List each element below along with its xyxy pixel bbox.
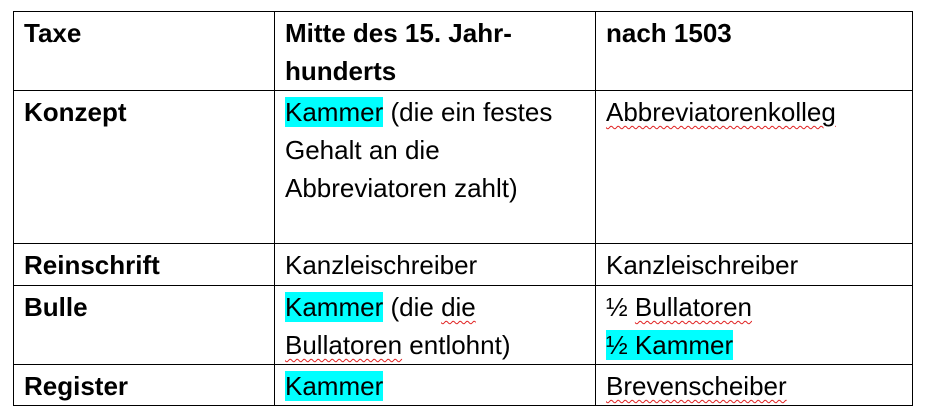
header-row: Taxe Mitte des 15. Jahr-hunderts nach 15… [13,11,913,91]
cell-after: Kanzleischreiber [595,243,913,286]
highlighted-text: Kammer [285,371,384,401]
cell-mid: Kanzleischreiber [274,243,596,286]
table-row: Register Kammer Brevenscheiber [13,364,913,406]
header-after-1503: nach 1503 [595,11,913,91]
taxe-table: Taxe Mitte des 15. Jahr-hunderts nach 15… [13,11,913,406]
cell-after: Brevenscheiber [595,364,913,406]
row-label: Bulle [13,285,275,365]
cell-text: die [441,292,476,322]
cell-text: entlohnt) [402,330,511,360]
row-label: Register [13,364,275,406]
cell-after: Abbreviatorenkolleg [595,90,913,244]
highlighted-text: Kammer [285,292,384,322]
cell-mid: Kammer [274,364,596,406]
header-taxe: Taxe [13,11,275,91]
table-row: Bulle Kammer (die die Bullatoren entlohnt… [13,285,913,365]
cell-text: Brevenscheiber [606,371,787,401]
header-line2: hunderts [285,56,397,86]
table-row: Konzept Kammer (die ein festes Gehalt an… [13,90,913,244]
cell-text: Bullatoren [634,292,752,322]
cell-text: Bullatoren [285,330,403,360]
header-mid-15th-century: Mitte des 15. Jahr-hunderts [274,11,596,91]
header-line1: Mitte des 15. Jahr- [285,18,512,48]
cell-text: ½ [606,292,635,322]
cell-text: (die [383,292,442,322]
cell-mid: Kammer (die ein festes Gehalt an die Abb… [274,90,596,244]
row-label: Konzept [13,90,275,244]
cell-text: (die ein festes Gehalt an die Abbreviato… [285,97,553,203]
cell-after: ½ Bullatoren ½ Kammer [595,285,913,365]
highlighted-text: Kammer [285,97,384,127]
row-label: Reinschrift [13,243,275,286]
cell-mid: Kammer (die die Bullatoren entlohnt) [274,285,596,365]
table-row: Reinschrift Kanzleischreiber Kanzleischr… [13,243,913,286]
highlighted-text: ½ Kammer [606,330,734,360]
cell-text: Abbreviatorenkolleg [606,97,836,127]
